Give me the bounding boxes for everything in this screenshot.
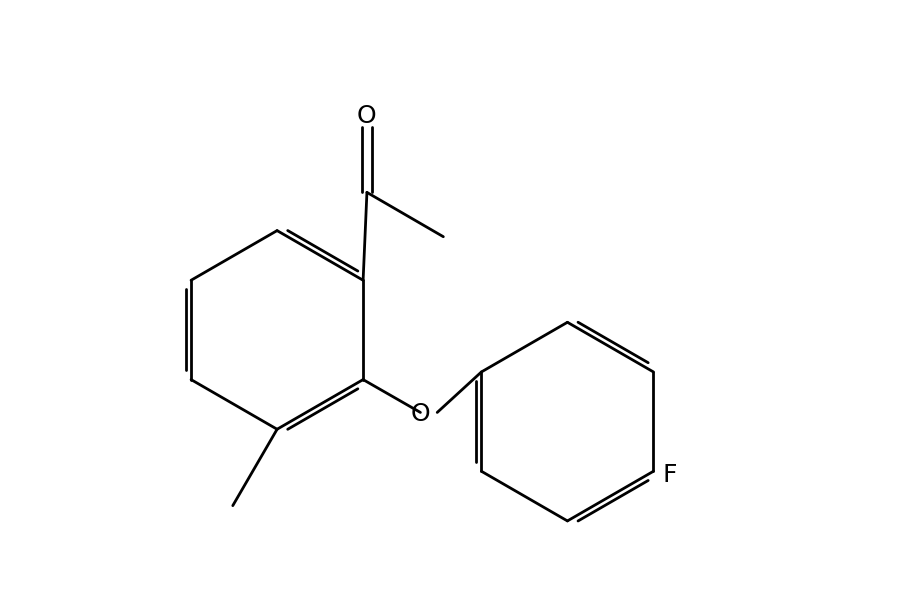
Text: F: F	[663, 463, 677, 487]
Text: O: O	[357, 104, 377, 128]
Text: O: O	[410, 402, 430, 426]
